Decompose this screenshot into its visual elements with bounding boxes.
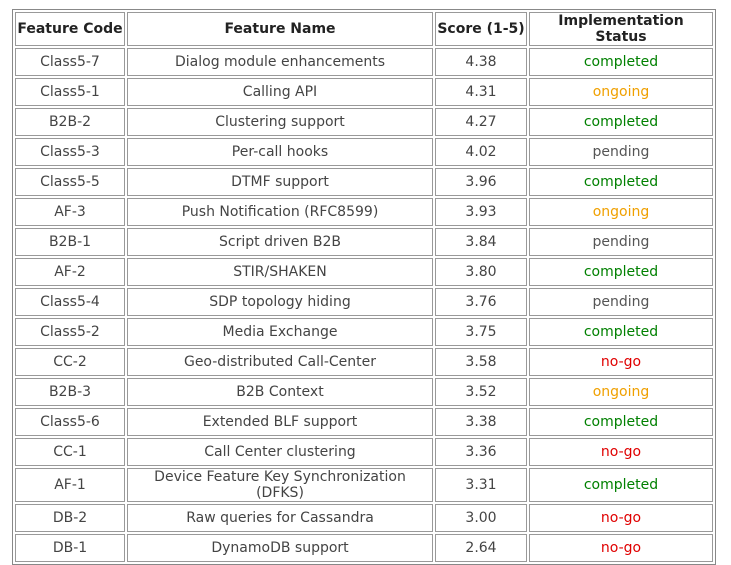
- feature-code: Class5-1: [15, 78, 125, 106]
- score: 3.38: [435, 408, 527, 436]
- feature-code: B2B-2: [15, 108, 125, 136]
- status: completed: [529, 168, 713, 196]
- score: 4.27: [435, 108, 527, 136]
- status: ongoing: [529, 378, 713, 406]
- feature-name: Clustering support: [127, 108, 433, 136]
- score: 3.00: [435, 504, 527, 532]
- score: 3.58: [435, 348, 527, 376]
- feature-code: AF-3: [15, 198, 125, 226]
- table-row: Class5-2 Media Exchange 3.75 completed: [15, 318, 713, 346]
- status: no-go: [529, 348, 713, 376]
- status: pending: [529, 138, 713, 166]
- feature-code: AF-2: [15, 258, 125, 286]
- feature-name: Device Feature Key Synchronization (DFKS…: [127, 468, 433, 502]
- feature-code: Class5-2: [15, 318, 125, 346]
- score: 2.64: [435, 534, 527, 562]
- feature-name: Script driven B2B: [127, 228, 433, 256]
- feature-code: Class5-7: [15, 48, 125, 76]
- table-row: CC-2 Geo-distributed Call-Center 3.58 no-go: [15, 348, 713, 376]
- score: 4.38: [435, 48, 527, 76]
- table-row: B2B-3 B2B Context 3.52 ongoing: [15, 378, 713, 406]
- table-row: AF-3 Push Notification (RFC8599) 3.93 ongoi…: [15, 198, 713, 226]
- feature-code: Class5-4: [15, 288, 125, 316]
- table-body: Class5-7 Dialog module enhancements 4.38 co…: [15, 48, 713, 562]
- score: 3.75: [435, 318, 527, 346]
- score: 4.31: [435, 78, 527, 106]
- status: pending: [529, 288, 713, 316]
- score: 4.02: [435, 138, 527, 166]
- feature-code: B2B-1: [15, 228, 125, 256]
- feature-name: SDP topology hiding: [127, 288, 433, 316]
- feature-name: DTMF support: [127, 168, 433, 196]
- table-row: AF-1 Device Feature Key Synchronization (…: [15, 468, 713, 502]
- feature-name: DynamoDB support: [127, 534, 433, 562]
- feature-code: DB-1: [15, 534, 125, 562]
- score: 3.36: [435, 438, 527, 466]
- feature-name: Media Exchange: [127, 318, 433, 346]
- feature-code: Class5-6: [15, 408, 125, 436]
- table-row: Class5-7 Dialog module enhancements 4.38 co…: [15, 48, 713, 76]
- score: 3.31: [435, 468, 527, 502]
- feature-name: Per-call hooks: [127, 138, 433, 166]
- header-row: Feature Code Feature Name Score (1-5) Imple…: [15, 12, 713, 46]
- table-row: CC-1 Call Center clustering 3.36 no-go: [15, 438, 713, 466]
- feature-name: Call Center clustering: [127, 438, 433, 466]
- status: completed: [529, 318, 713, 346]
- score: 3.96: [435, 168, 527, 196]
- status: ongoing: [529, 198, 713, 226]
- score: 3.93: [435, 198, 527, 226]
- table-row: Class5-3 Per-call hooks 4.02 pending: [15, 138, 713, 166]
- feature-name: Calling API: [127, 78, 433, 106]
- table-row: Class5-5 DTMF support 3.96 completed: [15, 168, 713, 196]
- column-header: Feature Name: [127, 12, 433, 46]
- column-header: Feature Code: [15, 12, 125, 46]
- score: 3.52: [435, 378, 527, 406]
- feature-code: CC-2: [15, 348, 125, 376]
- feature-code: AF-1: [15, 468, 125, 502]
- column-header: Implementation Status: [529, 12, 713, 46]
- feature-code: Class5-5: [15, 168, 125, 196]
- status: completed: [529, 408, 713, 436]
- table-row: Class5-4 SDP topology hiding 3.76 pending: [15, 288, 713, 316]
- status: ongoing: [529, 78, 713, 106]
- feature-code: DB-2: [15, 504, 125, 532]
- table-row: B2B-1 Script driven B2B 3.84 pending: [15, 228, 713, 256]
- feature-name: Extended BLF support: [127, 408, 433, 436]
- table-row: AF-2 STIR/SHAKEN 3.80 completed: [15, 258, 713, 286]
- score: 3.84: [435, 228, 527, 256]
- feature-name: Geo-distributed Call-Center: [127, 348, 433, 376]
- status: no-go: [529, 504, 713, 532]
- column-header: Score (1-5): [435, 12, 527, 46]
- status: no-go: [529, 534, 713, 562]
- status: completed: [529, 108, 713, 136]
- feature-code: CC-1: [15, 438, 125, 466]
- table-row: DB-2 Raw queries for Cassandra 3.00 no-go: [15, 504, 713, 532]
- status: no-go: [529, 438, 713, 466]
- feature-name: STIR/SHAKEN: [127, 258, 433, 286]
- feature-table: Feature Code Feature Name Score (1-5) Imple…: [12, 9, 716, 565]
- table-row: B2B-2 Clustering support 4.27 completed: [15, 108, 713, 136]
- score: 3.76: [435, 288, 527, 316]
- status: completed: [529, 48, 713, 76]
- table-row: DB-1 DynamoDB support 2.64 no-go: [15, 534, 713, 562]
- feature-name: Raw queries for Cassandra: [127, 504, 433, 532]
- table-row: Class5-1 Calling API 4.31 ongoing: [15, 78, 713, 106]
- score: 3.80: [435, 258, 527, 286]
- feature-code: B2B-3: [15, 378, 125, 406]
- status: completed: [529, 258, 713, 286]
- feature-code: Class5-3: [15, 138, 125, 166]
- status: completed: [529, 468, 713, 502]
- feature-name: Push Notification (RFC8599): [127, 198, 433, 226]
- feature-name: B2B Context: [127, 378, 433, 406]
- status: pending: [529, 228, 713, 256]
- feature-name: Dialog module enhancements: [127, 48, 433, 76]
- table-row: Class5-6 Extended BLF support 3.38 complete…: [15, 408, 713, 436]
